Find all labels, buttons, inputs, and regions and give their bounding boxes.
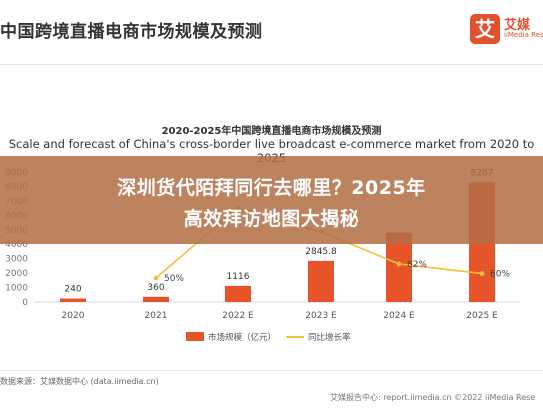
growth-point (396, 261, 402, 267)
growth-point (153, 275, 159, 281)
x-tick-label: 2021 (145, 311, 168, 321)
x-tick-label: 2024 E (383, 311, 415, 321)
overlay-banner (0, 156, 543, 244)
x-tick-label: 2020 (62, 311, 85, 321)
growth-value-label: 60% (490, 270, 510, 280)
x-axis: 2020 2021 2022 E 2023 E 2024 E 2025 E (34, 301, 520, 321)
legend-line-label: 同比增长率 (308, 333, 351, 343)
y-tick-label: 3000 (5, 255, 28, 265)
iimedia-logo: 艾 艾媒 iiMedia Res (470, 14, 543, 54)
source-note: 数据来源：艾媒数据中心 (data.iimedia.cn) (0, 377, 159, 386)
y-tick-label: 0 (22, 298, 28, 308)
y-tick-label: 4000 (5, 240, 28, 250)
y-tick-label: 1000 (5, 284, 28, 294)
bar-value-label: 240 (64, 285, 81, 295)
logo-name-en: iiMedia Res (504, 31, 543, 39)
bar (143, 296, 169, 302)
bar (308, 260, 334, 302)
growth-value-label: 50% (164, 274, 184, 284)
legend: 市场规模（亿元） 同比增长率 (0, 330, 543, 344)
x-tick-label: 2023 E (305, 311, 337, 321)
logo-mark-icon: 艾 (470, 14, 500, 44)
overlay-headline-line2: 高效拜访地图大揭秘 (183, 208, 360, 230)
bar-value-label: 1116 (227, 272, 250, 282)
overlay-headline-line1: 深圳货代陌拜同行去哪里？2025年 (117, 177, 426, 199)
logo-name-cn: 艾媒 (504, 18, 531, 33)
legend-bar-swatch (186, 332, 204, 341)
footer-divider (0, 370, 543, 371)
x-tick-label: 2025 E (466, 311, 498, 321)
legend-bar-label: 市场规模（亿元） (208, 333, 277, 343)
header-divider (0, 64, 543, 65)
bar (225, 285, 251, 302)
chart-title: 2020-2025年中国跨境直播电商市场规模及预测 (161, 126, 382, 137)
bar (386, 232, 412, 302)
bar-value-label: 360 (147, 283, 164, 293)
bar (60, 298, 86, 302)
y-tick-label: 2000 (5, 269, 28, 279)
growth-point (479, 271, 485, 276)
report-credit: 艾媒报告中心: report.iimedia.cn ©2022 iiMedia … (330, 393, 536, 402)
growth-value-label: 82% (407, 260, 427, 270)
x-tick-label: 2022 E (222, 311, 254, 321)
legend-line-swatch (286, 336, 304, 338)
bar-value-label: 2845.8 (305, 247, 337, 257)
report-title: 中国跨境直播电商市场规模及预测 (0, 22, 263, 42)
